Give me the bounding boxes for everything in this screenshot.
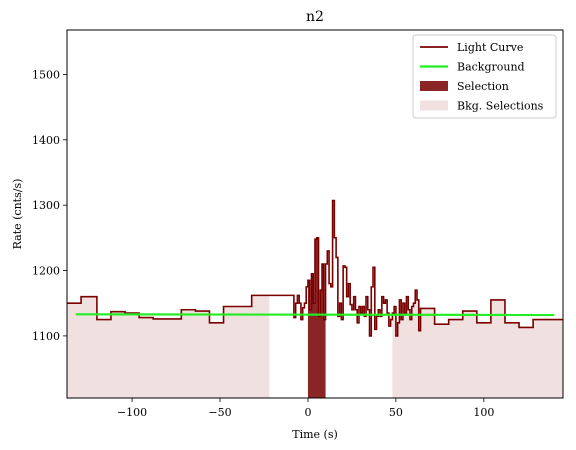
x-tick-label: 50 bbox=[389, 406, 403, 419]
light-curve-line bbox=[67, 199, 563, 337]
legend-label-0: Light Curve bbox=[457, 41, 523, 54]
y-tick-label: 1300 bbox=[32, 199, 60, 212]
legend: Light Curve Background Selection Bkg. Selec… bbox=[412, 34, 557, 119]
legend-label-2: Selection bbox=[457, 80, 509, 93]
chart-title: n2 bbox=[306, 9, 324, 25]
y-tick-label: 1400 bbox=[32, 134, 60, 147]
y-tick-label: 1200 bbox=[32, 265, 60, 278]
legend-swatch-3 bbox=[420, 100, 448, 111]
y-tick-label: 1500 bbox=[32, 68, 60, 81]
bkg-selection-region-0 bbox=[67, 295, 270, 398]
y-axis-ticks: 1100 1200 1300 1400 1500 bbox=[32, 68, 67, 343]
x-tick-label: −100 bbox=[117, 406, 147, 419]
plot-area bbox=[67, 199, 563, 398]
x-axis-label: Time (s) bbox=[292, 428, 338, 441]
x-tick-label: 100 bbox=[473, 406, 494, 419]
legend-label-3: Bkg. Selections bbox=[457, 100, 544, 113]
selection-region bbox=[307, 237, 326, 398]
legend-swatch-2 bbox=[420, 81, 448, 91]
series-layer bbox=[67, 199, 563, 337]
bkg-selection-regions bbox=[67, 290, 563, 398]
legend-label-1: Background bbox=[457, 61, 525, 74]
x-tick-label: 0 bbox=[304, 406, 311, 419]
y-tick-label: 1100 bbox=[32, 330, 60, 343]
x-tick-label: −50 bbox=[208, 406, 231, 419]
bkg-selection-region-1 bbox=[392, 290, 563, 398]
x-axis-ticks: −100 −50 0 50 100 bbox=[117, 398, 494, 419]
background-line bbox=[75, 313, 555, 317]
plot-frame bbox=[66, 29, 564, 399]
legend-box bbox=[412, 34, 557, 119]
y-axis-label: Rate (cnts/s) bbox=[11, 179, 24, 250]
selection-fill bbox=[307, 237, 326, 398]
